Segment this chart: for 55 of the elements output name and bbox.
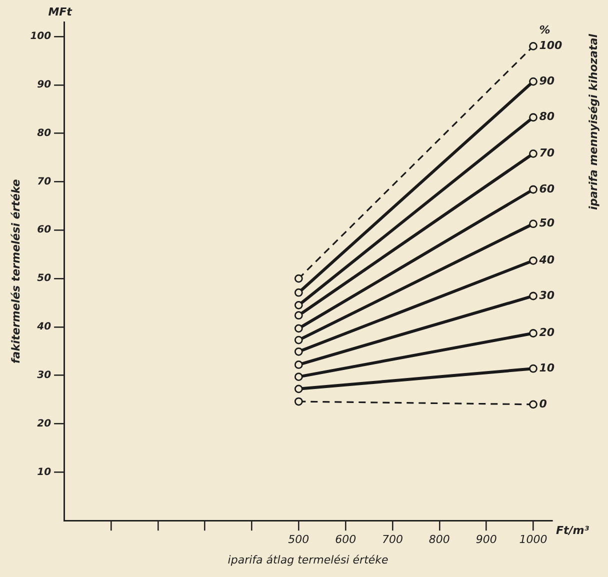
y-tick-label: 50 xyxy=(37,273,52,284)
series-label: 80 xyxy=(539,110,555,124)
series-label: 40 xyxy=(538,254,555,267)
y-tick-label: 100 xyxy=(30,31,52,42)
series-label: 0 xyxy=(539,397,548,410)
y-tick-label: 90 xyxy=(37,80,52,91)
point xyxy=(294,397,303,406)
point xyxy=(529,329,538,338)
text: Ft/m³ xyxy=(556,524,590,537)
y-tick-label: 80 xyxy=(37,128,52,139)
point xyxy=(294,300,303,310)
y-tick-label: 30 xyxy=(37,370,52,381)
y-tick-label: 70 xyxy=(37,176,52,188)
y-axis-title: fakitermelés termelési értéke xyxy=(9,178,22,364)
point xyxy=(294,372,303,382)
series-label: 90 xyxy=(539,74,555,88)
point xyxy=(294,274,303,283)
x-tick-label: 600 xyxy=(335,533,356,546)
point xyxy=(529,42,538,50)
point xyxy=(294,360,303,369)
y-tick-label: 40 xyxy=(36,322,52,333)
point xyxy=(294,324,303,333)
text: iparifa mennyiségi kihozatal xyxy=(586,34,600,210)
x-tick-label: 900 xyxy=(476,533,497,546)
point xyxy=(294,347,303,356)
x-tick-label: 1000 xyxy=(519,533,548,546)
x-tick-label: 800 xyxy=(428,533,450,546)
point xyxy=(529,113,538,122)
point xyxy=(529,220,538,228)
point xyxy=(529,400,538,409)
point xyxy=(294,336,303,344)
series-label: 30 xyxy=(539,288,555,302)
point xyxy=(294,311,303,320)
point xyxy=(529,77,538,86)
series-label: 20 xyxy=(539,326,555,340)
point xyxy=(529,149,538,158)
y-tick-label: 60 xyxy=(37,224,52,236)
point xyxy=(529,292,538,300)
point xyxy=(529,185,538,194)
x-tick-label: 500 xyxy=(288,533,310,546)
series-label: 100 xyxy=(539,39,563,52)
point xyxy=(529,256,538,265)
text: MFt xyxy=(48,5,73,18)
series-label: 60 xyxy=(539,182,555,196)
series-label: 50 xyxy=(539,216,555,230)
y-tick-label: 20 xyxy=(37,418,52,430)
legend-title: % xyxy=(539,24,550,37)
y-tick-label: 10 xyxy=(37,466,52,478)
x-tick-label: 700 xyxy=(382,533,403,546)
point xyxy=(294,384,303,394)
series-label: 70 xyxy=(539,146,555,160)
point xyxy=(294,288,303,297)
point xyxy=(529,364,538,373)
x-axis-title: iparifa átlag termelési értéke xyxy=(228,553,389,566)
series-label: 10 xyxy=(539,361,555,374)
